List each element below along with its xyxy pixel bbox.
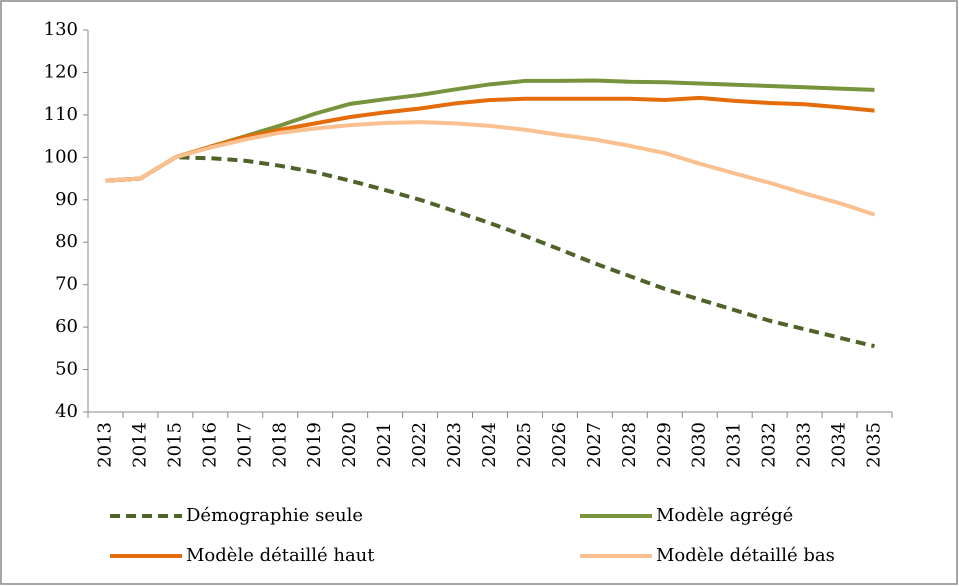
x-tick-label: 2026 bbox=[549, 422, 570, 468]
y-tick-label: 90 bbox=[55, 189, 78, 210]
y-tick-label: 130 bbox=[44, 19, 78, 40]
x-tick-label: 2032 bbox=[759, 422, 780, 468]
y-tick-label: 100 bbox=[44, 146, 78, 167]
legend-label: Démographie seule bbox=[186, 505, 363, 526]
y-tick-label: 40 bbox=[55, 401, 78, 422]
x-tick-label: 2028 bbox=[619, 422, 640, 468]
x-tick-label: 2027 bbox=[584, 422, 605, 468]
series-line bbox=[105, 120, 876, 217]
x-tick-label: 2017 bbox=[234, 422, 255, 468]
x-tick-label: 2024 bbox=[479, 422, 500, 468]
x-tick-label: 2015 bbox=[164, 422, 185, 468]
y-tick-label: 70 bbox=[55, 274, 78, 295]
x-tick-label: 2030 bbox=[689, 422, 710, 468]
y-tick-label: 80 bbox=[55, 231, 78, 252]
x-tick-label: 2018 bbox=[269, 422, 290, 468]
y-tick-label: 50 bbox=[55, 359, 78, 380]
legend-label: Modèle agrégé bbox=[656, 505, 793, 526]
x-tick-label: 2033 bbox=[794, 422, 815, 468]
x-tick-label: 2014 bbox=[129, 422, 150, 468]
x-tick-label: 2022 bbox=[409, 422, 430, 468]
legend-label: Modèle détaillé haut bbox=[186, 545, 375, 566]
y-tick-label: 60 bbox=[55, 316, 78, 337]
x-tick-label: 2023 bbox=[444, 422, 465, 468]
x-tick-label: 2016 bbox=[199, 422, 220, 468]
x-tick-label: 2013 bbox=[94, 422, 115, 468]
x-tick-label: 2034 bbox=[829, 422, 850, 468]
y-tick-label: 110 bbox=[44, 104, 78, 125]
x-tick-label: 2019 bbox=[304, 422, 325, 468]
legend-label: Modèle détaillé bas bbox=[656, 545, 835, 566]
x-tick-label: 2029 bbox=[654, 422, 675, 468]
x-tick-label: 2031 bbox=[724, 422, 745, 468]
x-tick-label: 2025 bbox=[514, 422, 535, 468]
series-line bbox=[105, 155, 875, 349]
x-tick-label: 2021 bbox=[374, 422, 395, 468]
x-tick-label: 2020 bbox=[339, 422, 360, 468]
y-tick-label: 120 bbox=[44, 61, 78, 82]
x-tick-label: 2035 bbox=[864, 422, 885, 468]
